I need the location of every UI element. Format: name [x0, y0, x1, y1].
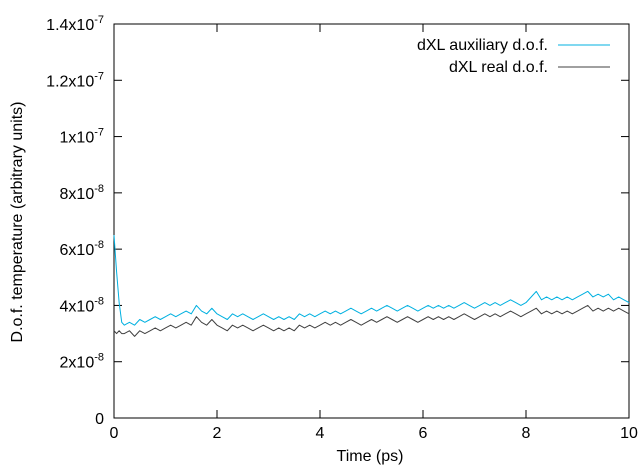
y-axis: 0 2x10-8 4x10-8 6x10-8 8x10-8 1x10-7 1.2x10-7 1… [46, 14, 629, 428]
y-tick-label: 4x10-8 [60, 295, 104, 315]
x-tick-label: 10 [620, 425, 638, 442]
x-tick-label: 4 [316, 425, 325, 442]
legend-label: dXL real d.o.f. [449, 59, 548, 76]
legend-label: dXL auxiliary d.o.f. [417, 37, 548, 54]
y-tick-label: 1.2x10-7 [46, 70, 104, 90]
x-tick-label: 2 [213, 425, 222, 442]
y-tick-label: 8x10-8 [60, 183, 104, 203]
x-tick-label: 6 [419, 425, 428, 442]
x-axis: 0 2 4 6 8 10 [110, 24, 638, 442]
plot-frame [113, 23, 630, 419]
legend: dXL auxiliary d.o.f. dXL real d.o.f. [417, 37, 610, 76]
plot-border [113, 23, 630, 419]
x-tick-label: 8 [522, 425, 531, 442]
y-axis-label: D.o.f. temperature (arbitrary units) [9, 102, 26, 343]
y-tick-label: 1.4x10-7 [46, 14, 104, 34]
series-lines [113, 235, 630, 337]
series-line-1 [113, 304, 630, 337]
y-tick-label: 0 [95, 411, 104, 428]
x-axis-label: Time (ps) [337, 448, 404, 465]
y-tick-label: 1x10-7 [60, 127, 104, 147]
y-tick-label: 6x10-8 [60, 239, 104, 259]
x-tick-label: 0 [110, 425, 119, 442]
y-tick-label: 2x10-8 [60, 352, 104, 372]
series-line-0 [113, 235, 630, 326]
